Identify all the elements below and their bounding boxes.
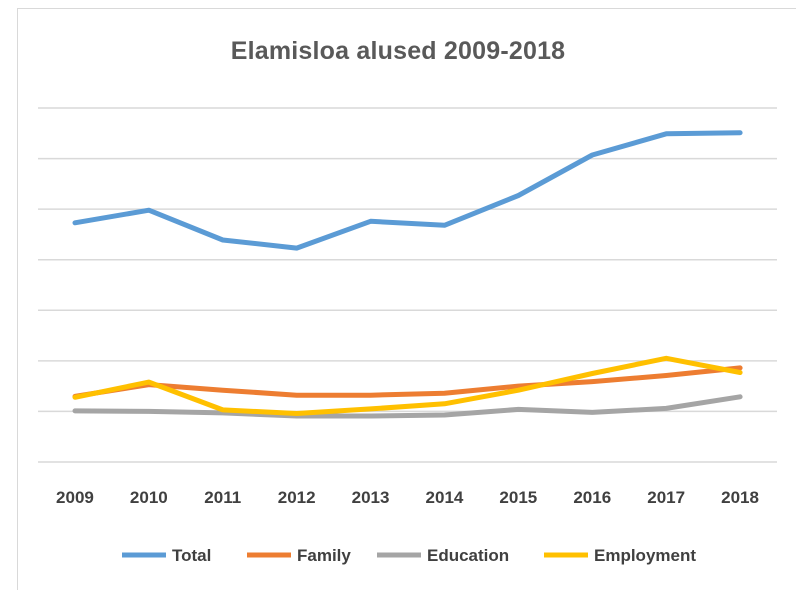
legend: Total Family Education Employment [122, 546, 696, 565]
x-axis-ticks: 2009 2010 2011 2012 2013 2014 2015 2016 2017 2018 [56, 488, 759, 507]
x-tick-label: 2018 [721, 488, 759, 507]
series-line-family [72, 365, 743, 399]
legend-label-family: Family [297, 546, 351, 565]
x-tick-label: 2011 [204, 488, 241, 507]
legend-label-employment: Employment [594, 546, 696, 565]
x-tick-label: 2012 [278, 488, 316, 507]
chart-frame [17, 8, 796, 590]
x-tick-label: 2014 [426, 488, 464, 507]
series-lines [72, 130, 743, 419]
series-line-total [72, 130, 743, 251]
series-line-education [72, 394, 743, 419]
legend-label-total: Total [172, 546, 211, 565]
x-tick-label: 2010 [130, 488, 168, 507]
series-line-employment [72, 355, 743, 416]
x-tick-label: 2009 [56, 488, 94, 507]
x-tick-label: 2015 [499, 488, 537, 507]
x-tick-label: 2013 [352, 488, 390, 507]
x-tick-label: 2017 [647, 488, 685, 507]
x-tick-label: 2016 [573, 488, 611, 507]
legend-label-education: Education [427, 546, 509, 565]
chart-title: Elamisloa alused 2009-2018 [230, 37, 566, 65]
